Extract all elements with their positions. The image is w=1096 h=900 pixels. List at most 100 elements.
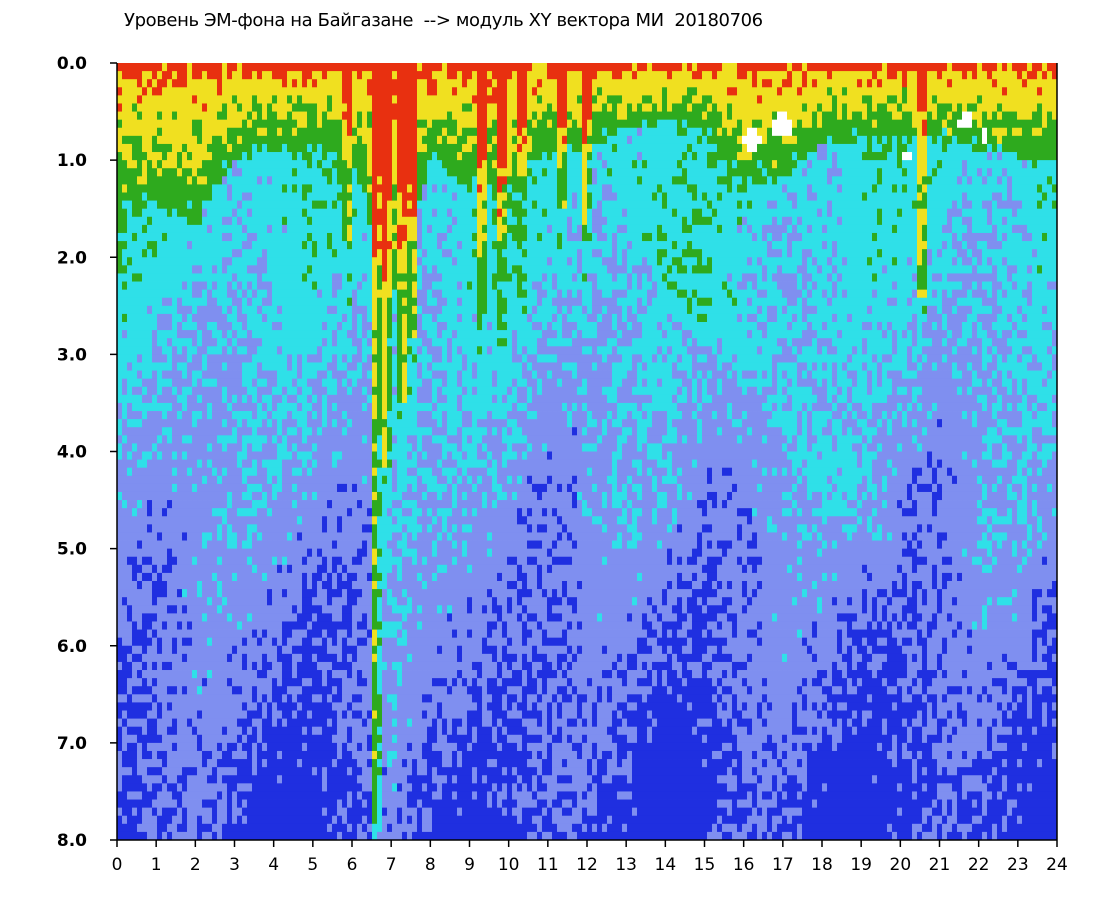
heatmap-cell (362, 257, 367, 265)
heatmap-cell (222, 808, 227, 816)
heatmap-cell (267, 759, 272, 767)
heatmap-cell (312, 694, 317, 702)
heatmap-cell (282, 824, 287, 832)
heatmap-cell (367, 176, 372, 184)
heatmap-cell (282, 71, 287, 79)
heatmap-cell (182, 314, 187, 322)
heatmap-cell (222, 662, 227, 670)
heatmap-cell (282, 775, 287, 783)
heatmap-cell (247, 314, 252, 322)
heatmap-cell (227, 144, 232, 152)
heatmap-cell (357, 338, 362, 346)
heatmap-cell (347, 419, 352, 427)
heatmap-cell (252, 751, 257, 759)
heatmap-cell (202, 144, 207, 152)
heatmap-cell (342, 306, 347, 314)
heatmap-cell (292, 581, 297, 589)
heatmap-cell (162, 694, 167, 702)
heatmap-cell (307, 492, 312, 500)
heatmap-cell (367, 711, 372, 719)
heatmap-cell (252, 711, 257, 719)
heatmap-cell (197, 217, 202, 225)
heatmap-cell (287, 508, 292, 516)
heatmap-cell (252, 621, 257, 629)
heatmap-cell (247, 800, 252, 808)
heatmap-cell (267, 71, 272, 79)
heatmap-cell (267, 322, 272, 330)
heatmap-cell (227, 95, 232, 103)
heatmap-cell (187, 711, 192, 719)
heatmap-cell (242, 735, 247, 743)
heatmap-cell (122, 379, 127, 387)
heatmap-cell (367, 273, 372, 281)
heatmap-cell (222, 694, 227, 702)
heatmap-cell (177, 500, 182, 508)
heatmap-cell (342, 217, 347, 225)
heatmap-cell (137, 767, 142, 775)
heatmap-cell (282, 419, 287, 427)
heatmap-cell (177, 484, 182, 492)
heatmap-cell (127, 371, 132, 379)
heatmap-cell (122, 783, 127, 791)
heatmap-cell (162, 759, 167, 767)
heatmap-cell (172, 282, 177, 290)
heatmap-cell (287, 824, 292, 832)
heatmap-cell (257, 638, 262, 646)
heatmap-cell (192, 735, 197, 743)
heatmap-cell (362, 476, 367, 484)
heatmap-cell (232, 346, 237, 354)
heatmap-cell (342, 702, 347, 710)
heatmap-cell (357, 95, 362, 103)
heatmap-cell (362, 694, 367, 702)
heatmap-cell (337, 298, 342, 306)
heatmap-cell (227, 832, 232, 840)
heatmap-cell (157, 452, 162, 460)
heatmap-cell (152, 727, 157, 735)
heatmap-cell (332, 565, 337, 573)
heatmap-cell (292, 241, 297, 249)
heatmap-cell (237, 330, 242, 338)
heatmap-cell (157, 597, 162, 605)
heatmap-cell (352, 257, 357, 265)
heatmap-cell (252, 435, 257, 443)
heatmap-cell (172, 743, 177, 751)
heatmap-cell (127, 468, 132, 476)
heatmap-cell (142, 541, 147, 549)
heatmap-cell (342, 452, 347, 460)
heatmap-cell (337, 468, 342, 476)
heatmap-cell (212, 824, 217, 832)
heatmap-cell (292, 128, 297, 136)
heatmap-cell (332, 354, 337, 362)
heatmap-cell (257, 670, 262, 678)
heatmap-cell (252, 694, 257, 702)
heatmap-cell (217, 630, 222, 638)
heatmap-cell (217, 233, 222, 241)
heatmap-cell (192, 193, 197, 201)
heatmap-cell (252, 362, 257, 370)
heatmap-cell (322, 87, 327, 95)
heatmap-cell (307, 452, 312, 460)
heatmap-cell (157, 152, 162, 160)
heatmap-cell (117, 403, 122, 411)
heatmap-cell (237, 484, 242, 492)
heatmap-cell (162, 460, 167, 468)
heatmap-cell (127, 686, 132, 694)
heatmap-cell (187, 638, 192, 646)
heatmap-cell (247, 751, 252, 759)
heatmap-cell (142, 824, 147, 832)
heatmap-cell (352, 791, 357, 799)
heatmap-cell (162, 621, 167, 629)
heatmap-cell (147, 298, 152, 306)
heatmap-cell (122, 233, 127, 241)
heatmap-cell (257, 743, 262, 751)
heatmap-cell (347, 719, 352, 727)
heatmap-cell (247, 443, 252, 451)
heatmap-cell (377, 71, 382, 79)
heatmap-cell (267, 524, 272, 532)
heatmap-cell (127, 282, 132, 290)
heatmap-cell (232, 492, 237, 500)
heatmap-cell (282, 168, 287, 176)
heatmap-cell (317, 427, 322, 435)
heatmap-cell (312, 678, 317, 686)
heatmap-cell (197, 273, 202, 281)
